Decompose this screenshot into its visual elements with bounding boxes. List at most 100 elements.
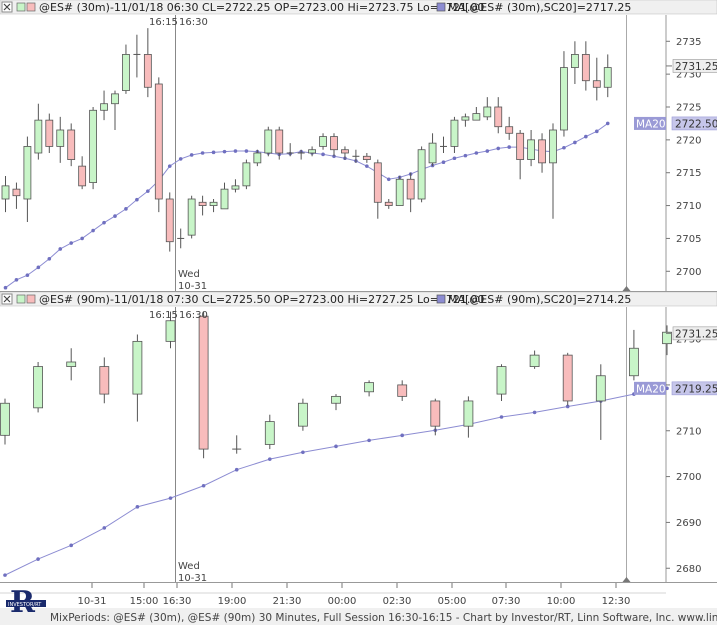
candle-body [562, 354, 573, 402]
ma-point [441, 160, 446, 164]
candle-body [253, 152, 262, 164]
candle-body [67, 129, 76, 160]
candle-body [111, 93, 119, 105]
candle [232, 435, 242, 454]
candle [12, 182, 21, 209]
ma-point [532, 410, 537, 415]
ma-point [36, 557, 40, 561]
bottom-panel-close-icon[interactable] [1, 293, 13, 305]
candle-body [78, 165, 87, 187]
candle [78, 156, 87, 190]
bottom-up-swatch-icon [16, 294, 26, 304]
ma-point [452, 156, 457, 161]
candle [319, 133, 327, 150]
ma-point [222, 149, 227, 154]
candle [297, 398, 308, 431]
candle-body [154, 83, 163, 200]
candle [395, 176, 404, 206]
ma-point [496, 146, 501, 151]
candle [198, 195, 207, 216]
ma-point [386, 177, 391, 182]
bottom-plot-area[interactable]: 2680269027002710272027302731.25MA202719.… [0, 307, 717, 583]
candle-body [505, 126, 514, 134]
candle-body [330, 136, 338, 151]
candle [253, 149, 262, 167]
top-ma-swatch-icon [436, 2, 446, 12]
ma-point [102, 220, 106, 225]
candle-body [494, 106, 503, 128]
time-tick-label: 05:00 [438, 596, 467, 607]
candle [45, 113, 54, 153]
ma-value-tag [671, 116, 717, 131]
candle [549, 123, 557, 219]
candle-body [581, 54, 590, 82]
candle-body [198, 315, 209, 450]
candle-body [629, 347, 639, 377]
candle-body [99, 366, 110, 395]
candle [505, 116, 514, 140]
ma-point [135, 505, 140, 509]
candle-body [23, 146, 32, 200]
footer-bar: R INVESTOR/RT MixPeriods: @ES# (30m), @E… [0, 585, 717, 625]
candle-body [45, 119, 54, 147]
top-break-label-right: 16:30 [179, 17, 208, 28]
candle [187, 195, 196, 239]
ma-point [14, 278, 19, 282]
ma-point [201, 483, 206, 488]
candle-body [463, 400, 474, 427]
candle-body [529, 354, 540, 367]
last-price-value: 2731.25 [675, 61, 717, 73]
ma-point [584, 134, 588, 139]
candle-body [242, 162, 251, 187]
ma-point [321, 152, 325, 157]
candle [373, 159, 382, 219]
candle [209, 199, 218, 213]
time-tick-label: 10:00 [547, 596, 576, 607]
candle [483, 97, 492, 121]
candle [143, 28, 152, 98]
candle [352, 149, 360, 163]
top-panel-close-icon[interactable] [1, 1, 13, 13]
top-plot-area[interactable]: 2700 2705 2710 2715 2720 2725 2730 2735 2731.25 M… [0, 15, 717, 292]
time-tick-label: 10-31 [77, 596, 106, 607]
bottom-ma-readout: MA[@ES# (90m),SC20]=2714.25 [448, 293, 631, 306]
candle-body [209, 201, 218, 206]
candle [494, 97, 503, 134]
bottom-ma-swatch-icon [436, 294, 446, 304]
plot-background [0, 15, 666, 291]
candle-body [308, 149, 317, 154]
price-tick-label: 2710 [676, 426, 701, 437]
ma-point [565, 404, 570, 409]
last-price-tag [672, 59, 717, 73]
candle [122, 44, 130, 94]
ma-point [102, 526, 107, 530]
price-tick-label: 2710 [676, 201, 701, 212]
last-price-tag [672, 326, 717, 341]
top-ma-readout: MA[@ES# (30m),SC20]=2717.25 [448, 1, 631, 14]
ma-point [36, 265, 41, 270]
last-price-value: 2731.25 [675, 328, 717, 340]
candle-body [571, 54, 579, 68]
candle [133, 34, 141, 78]
candle [220, 182, 229, 210]
ma-label: MA20 [636, 383, 666, 395]
candle-body [496, 366, 507, 395]
plot-background [0, 307, 666, 582]
candle-body [12, 188, 21, 197]
top-up-swatch-icon [16, 2, 26, 12]
candle [496, 364, 507, 401]
candle-body [198, 201, 207, 206]
price-tick-label: 2715 [676, 168, 701, 179]
top-panel-title: @ES# (30m)-11/01/18 06:30 CL=2722.25 OP=… [39, 1, 484, 14]
bottom-break-label-left: 16:15 [149, 310, 178, 321]
candle [177, 228, 185, 249]
price-tick-label: 2700 [676, 267, 701, 278]
ma-point [268, 457, 272, 461]
candle [592, 57, 601, 101]
ma-point [69, 241, 73, 245]
ma-value-tag [671, 381, 717, 396]
candle [364, 380, 375, 397]
candle [111, 90, 119, 130]
ma-point [234, 467, 239, 472]
candle [67, 123, 76, 167]
